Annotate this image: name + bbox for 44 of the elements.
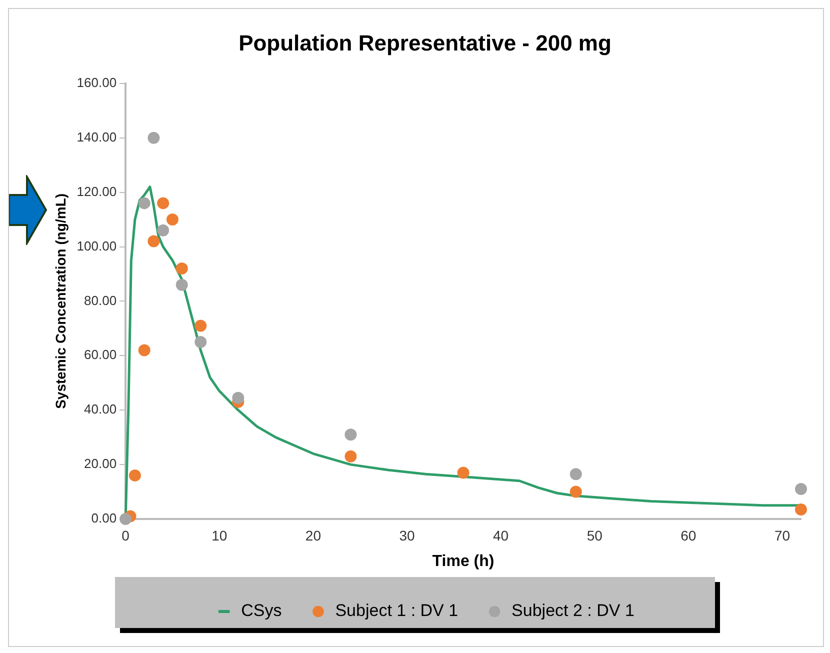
legend-label: Subject 1 : DV 1 [335,601,458,620]
point [138,197,150,210]
chart-title: Population Representative - 200 mg [238,30,612,56]
legend-label: CSys [241,601,282,620]
point [344,450,357,462]
x-tick-label: 20 [305,527,322,544]
x-tick-label: 30 [399,527,415,544]
point [795,503,807,516]
y-axis-title: Systemic Concentration (ng/mL) [52,193,68,409]
point [570,468,582,480]
y-tick-label: 0.00 [91,510,117,526]
x-tick-label: 60 [680,527,696,544]
point [570,486,582,498]
x-tick-label: 10 [212,527,228,544]
y-tick-label: 100.00 [76,238,117,254]
x-axis-title: Time (h) [432,552,494,570]
point [148,235,160,248]
point [176,262,188,275]
point [194,336,207,348]
point [232,392,244,404]
point [120,513,132,525]
point [148,132,160,144]
point [457,466,470,479]
x-tick-label: 70 [774,527,790,544]
point [157,197,170,210]
point [157,224,170,236]
x-tick-label: 0 [122,527,130,544]
point [138,344,150,356]
legend-label: Subject 2 : DV 1 [512,601,634,620]
point [128,469,141,482]
y-tick-label: 80.00 [84,292,117,308]
point [194,320,207,332]
x-tick-label: 50 [586,527,603,544]
y-tick-label: 60.00 [84,347,117,362]
y-tick-label: 40.00 [84,402,117,417]
x-tick-label: 40 [493,527,509,544]
y-tick-label: 140.00 [76,129,117,144]
point [795,483,807,496]
y-tick-label: 120.00 [76,184,117,199]
point [176,278,188,291]
point [344,428,357,441]
point [166,214,178,226]
y-tick-label: 20.00 [84,456,117,472]
y-tick-label: 160.00 [76,74,117,90]
